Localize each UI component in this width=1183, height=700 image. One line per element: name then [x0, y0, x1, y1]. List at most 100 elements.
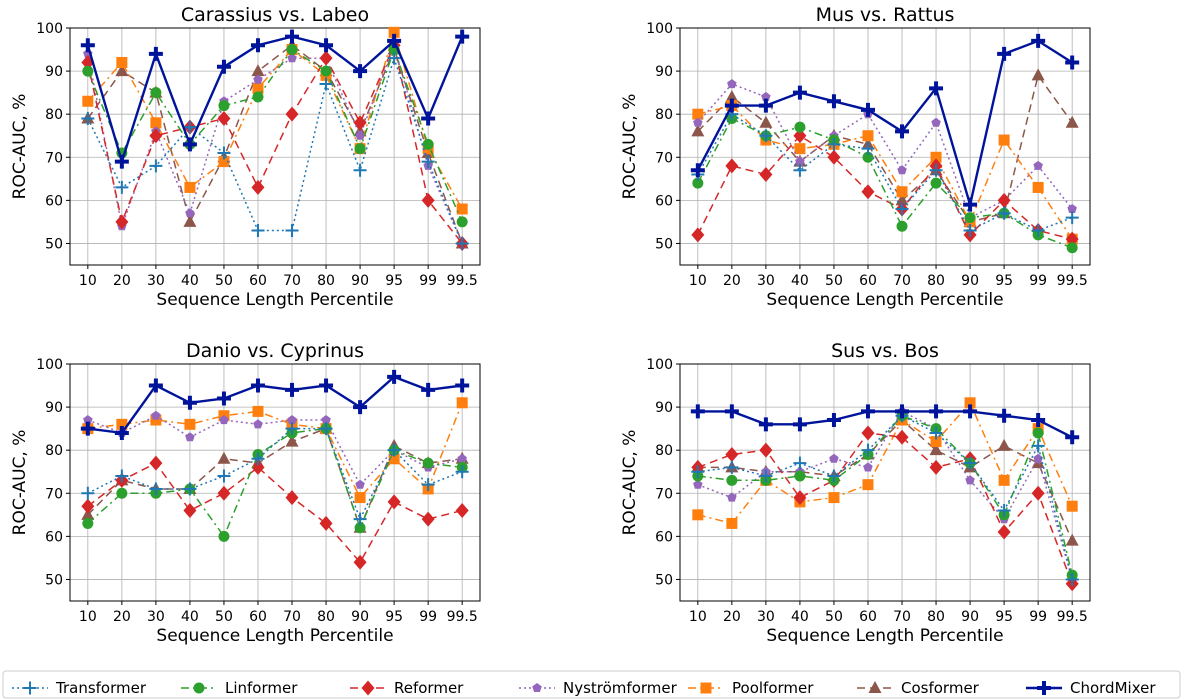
data-point [456, 397, 468, 409]
y-tick-label: 80 [45, 107, 63, 123]
x-axis-label: Sequence Length Percentile [766, 626, 1003, 646]
data-point [1066, 242, 1078, 254]
y-tick-label: 90 [655, 400, 673, 416]
x-tick-label: 90 [351, 609, 369, 625]
data-point [1032, 181, 1044, 193]
data-point [353, 115, 367, 131]
data-point [421, 382, 436, 397]
legend-label: Reformer [394, 679, 464, 697]
data-point [81, 486, 95, 500]
data-point [421, 192, 435, 208]
data-point [219, 415, 229, 425]
x-tick-label: 90 [961, 273, 979, 289]
data-point [388, 26, 400, 38]
y-tick-label: 70 [655, 150, 673, 166]
data-point [758, 417, 773, 432]
data-point [251, 452, 265, 466]
data-point [861, 142, 875, 156]
x-axis-label: Sequence Length Percentile [156, 290, 393, 310]
series-reformer [691, 425, 1079, 592]
data-point [285, 224, 299, 238]
data-point [321, 415, 331, 425]
x-tick-label: 95 [995, 609, 1013, 625]
data-point [963, 224, 977, 238]
data-point [182, 395, 197, 410]
series-line [87, 462, 463, 564]
data-point [421, 478, 435, 492]
series-chordmixer [690, 404, 1080, 445]
data-point [826, 413, 841, 428]
y-tick-label: 70 [45, 150, 63, 166]
y-tick-label: 70 [45, 486, 63, 502]
x-tick-label: 30 [757, 273, 775, 289]
data-point [319, 50, 333, 66]
data-point [863, 462, 873, 472]
data-point [216, 391, 231, 406]
data-point [964, 397, 976, 409]
data-point [795, 156, 805, 166]
series-transformer [81, 422, 469, 526]
data-point [794, 143, 806, 155]
x-tick-label: 40 [791, 273, 809, 289]
data-point [691, 465, 705, 479]
data-point [217, 110, 231, 126]
y-tick-label: 50 [45, 236, 63, 252]
legend-item: Cosformer [857, 679, 980, 697]
legend-marker [23, 681, 37, 695]
x-tick-label: 50 [825, 609, 843, 625]
data-point [355, 130, 365, 140]
data-point [422, 457, 434, 469]
data-point [758, 98, 773, 113]
legend-label: Poolformer [732, 679, 814, 697]
x-tick-label: 40 [791, 609, 809, 625]
y-tick-label: 90 [45, 400, 63, 416]
data-point [320, 65, 332, 77]
x-tick-label: 90 [351, 273, 369, 289]
data-point [149, 128, 163, 144]
data-point [182, 137, 197, 152]
x-tick-label: 60 [859, 609, 877, 625]
data-point [895, 404, 910, 419]
data-point [827, 149, 841, 165]
data-point [1065, 115, 1079, 128]
data-point [114, 425, 129, 440]
data-point [929, 443, 943, 456]
data-point [861, 184, 875, 200]
data-point [185, 208, 195, 218]
series-line [87, 427, 463, 530]
data-point [387, 369, 402, 384]
legend-marker [1037, 681, 1051, 695]
legend-marker [700, 682, 712, 694]
x-tick-label: 20 [723, 273, 741, 289]
data-point [80, 38, 95, 53]
data-point [963, 197, 978, 212]
x-tick-label: 30 [147, 273, 165, 289]
data-point [150, 117, 162, 129]
data-point [793, 456, 807, 470]
data-point [931, 117, 941, 127]
x-tick-label: 70 [893, 609, 911, 625]
y-tick-label: 90 [655, 64, 673, 80]
data-point [251, 64, 265, 77]
data-point [82, 95, 94, 107]
data-point [287, 415, 297, 425]
data-point [286, 44, 298, 56]
data-point [895, 124, 910, 139]
data-point [930, 151, 942, 163]
data-point [897, 165, 907, 175]
data-point [692, 509, 704, 521]
plot-frame [679, 363, 1091, 602]
legend-label: ChordMixer [1070, 679, 1156, 697]
data-point [217, 451, 231, 464]
x-tick-label: 40 [181, 609, 199, 625]
legend: Transformer Linformer Reformer Nyströmforme… [2, 670, 1181, 699]
data-point [354, 143, 366, 155]
series-line [697, 401, 1073, 525]
data-point [725, 158, 739, 174]
data-point [725, 446, 739, 462]
x-tick-label: 95 [385, 273, 403, 289]
series-line [697, 117, 1073, 249]
data-point [1065, 572, 1079, 586]
data-point [455, 236, 469, 250]
data-point [826, 94, 841, 109]
